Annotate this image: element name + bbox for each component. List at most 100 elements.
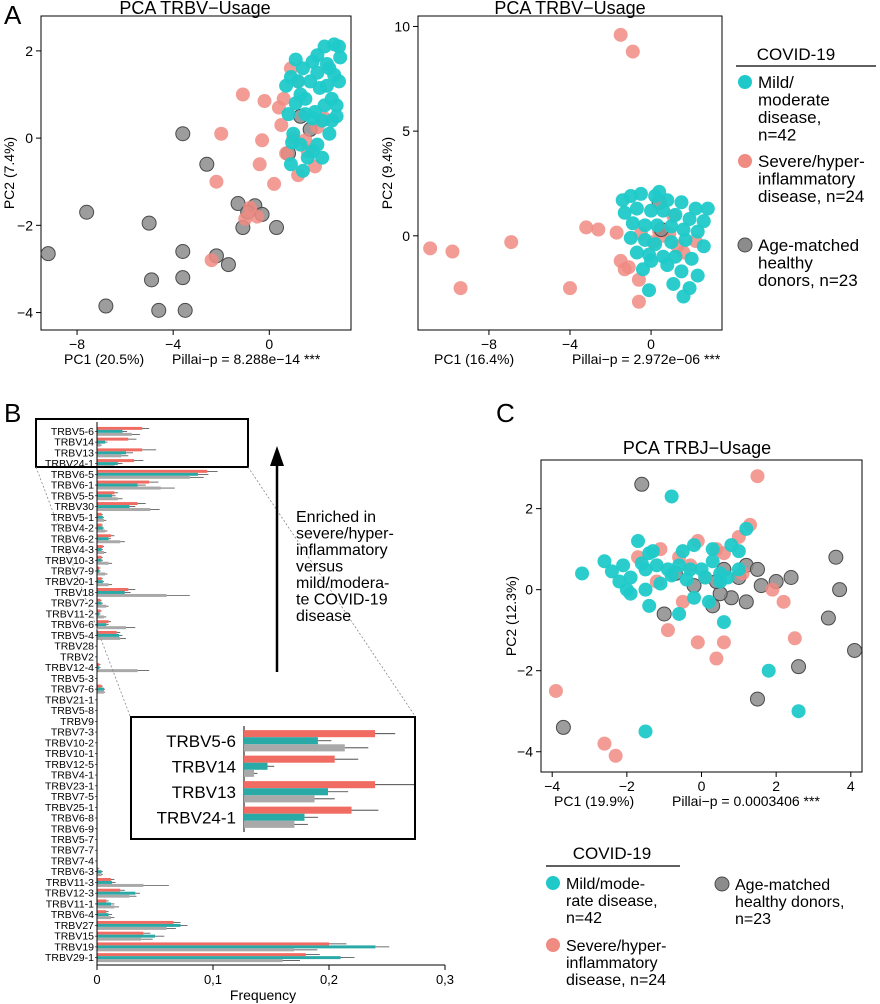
category-label: TRBV5-6 [51,426,94,438]
inset-bar-mild [244,737,318,745]
bar-severe [97,598,101,602]
category-label: TRBV10-2 [45,737,94,749]
bar-healthy [97,508,151,512]
category-label: TRBV12-3 [45,888,94,900]
legend-label: Severe/hyper- [758,152,865,171]
trbv-frequency-bar-chart: TRBV5-6TRBV14TRBV13TRBV24-1TRBV6-5TRBV6-… [35,418,454,1003]
data-point [625,216,640,231]
bar-severe [97,684,102,688]
data-point [738,594,754,610]
data-point [625,44,640,59]
data-point [705,542,720,557]
data-point [765,582,780,597]
data-point [235,87,250,102]
bar-mild [97,612,100,616]
panel-label-c: C [496,398,515,428]
data-point [283,157,298,172]
data-point [204,253,219,268]
data-point [674,264,689,279]
inset-bar-severe [244,806,352,814]
data-point [634,556,649,571]
bar-severe [97,555,102,559]
bar-healthy [97,905,115,909]
data-point [820,610,836,626]
x-tick-label: −4 [544,778,560,794]
bar-healthy [97,873,102,877]
inset-bar-healthy [244,795,315,803]
category-label: TRBV4-2 [51,523,94,535]
data-point [828,549,844,565]
bar-healthy [97,690,104,694]
category-label: TRBV6-6 [51,619,94,631]
category-label: TRBV10-1 [45,748,94,760]
bar-healthy [97,443,101,447]
data-point [847,642,863,658]
data-point [682,212,697,227]
inset-bar-severe [244,730,376,738]
data-point [698,570,713,585]
data-point [731,544,746,559]
bar-severe [97,942,329,946]
data-point [333,50,348,65]
series-healthy [40,108,318,318]
data-point [637,218,652,233]
bar-mild [97,462,118,466]
data-point [638,724,653,739]
category-label: TRBV6-2 [51,533,94,545]
legend-label: moderate [758,91,830,110]
bar-mild [97,515,103,519]
bar-severe [97,448,143,452]
data-point [279,78,294,93]
category-label: TRBV21-1 [45,694,94,706]
data-point [690,224,705,239]
data-point [713,574,728,589]
data-point [664,235,679,250]
data-point [629,201,644,216]
enrichment-annotation: Enriched insevere/hyper-inflammatoryvers… [270,446,394,672]
legend-label: Age-matched [735,877,830,894]
legend-label: donors, n=23 [758,271,858,290]
pillai-stat: Pillai−p = 0.0003406 *** [672,793,820,809]
data-point [281,107,296,122]
category-label: TRBV12-5 [45,759,94,771]
x-tick-label: −4 [562,336,578,352]
bar-healthy [97,583,109,587]
data-point [608,748,623,763]
category-label: TRBV30 [54,501,94,513]
data-point [674,195,689,210]
data-point [331,39,346,54]
data-point [209,174,224,189]
bar-healthy [97,518,104,522]
inset-category-label: TRBV5-6 [166,732,236,751]
bar-severe [97,469,208,473]
x-axis-label: Frequency [230,987,296,1003]
data-point [255,133,270,148]
bar-healthy [97,497,118,501]
data-point [739,521,754,536]
data-point [238,211,253,226]
bar-healthy [97,454,122,458]
data-point [705,554,720,569]
category-label: TRBV4-1 [51,770,94,782]
bar-mild [97,633,120,637]
zoom-inset: TRBV5-6 TRBV14 TRBV13 TRBV24-1 [130,716,416,840]
bar-healthy [97,883,144,887]
x-tick-label: 0 [93,972,100,987]
bar-severe [97,534,111,538]
series-healthy [555,476,863,735]
data-point [175,126,191,142]
data-point [269,220,285,236]
data-point [783,570,799,586]
legend-label: inflammatory [566,955,658,972]
bar-mild [97,569,100,573]
data-point [563,281,577,296]
data-point [731,562,746,577]
highlight-box [35,418,249,468]
data-point [649,558,664,573]
x-tick-label: −2 [619,778,635,794]
data-point [716,615,731,630]
plot-frame [40,15,352,331]
bar-severe [97,545,103,549]
